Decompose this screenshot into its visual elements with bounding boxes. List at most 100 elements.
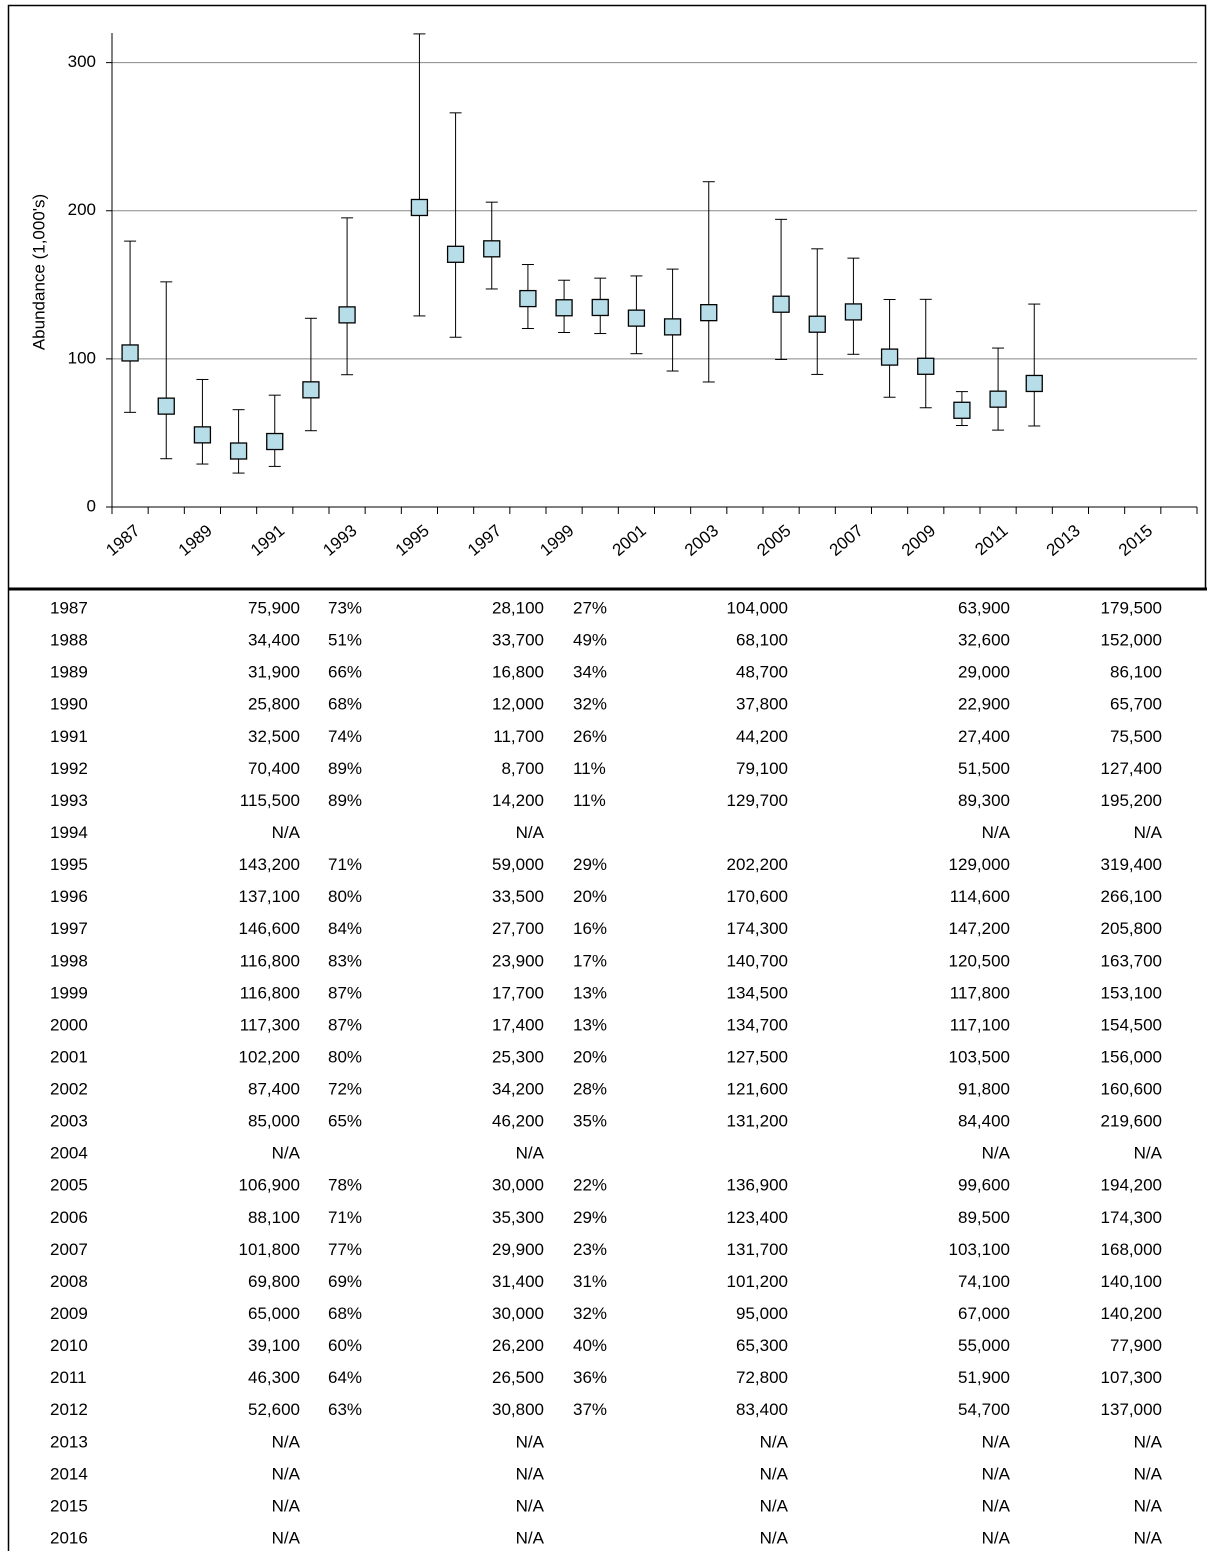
table-cell: 27%	[573, 598, 607, 617]
table-cell: 219,600	[1101, 1112, 1162, 1131]
table-cell: N/A	[516, 1464, 545, 1483]
table-cell: 11,700	[493, 727, 544, 746]
table-cell: 26%	[573, 727, 607, 746]
marker	[591, 298, 609, 317]
table-cell: N/A	[760, 1529, 789, 1548]
table-cell: N/A	[516, 1496, 545, 1515]
table-cell: N/A	[982, 823, 1011, 842]
table-cell: 28%	[573, 1080, 607, 1099]
marker	[338, 306, 356, 324]
table-cell: 30,000	[492, 1304, 544, 1323]
table-cell: 33,700	[492, 631, 544, 650]
table-cell: 103,500	[949, 1047, 1010, 1066]
table-cell: 17,400	[492, 1015, 544, 1034]
table-cell: 87%	[328, 1015, 362, 1034]
table-cell: 13%	[573, 1015, 607, 1034]
table-cell: 14,200	[492, 791, 544, 810]
table-cell: 102,200	[239, 1047, 300, 1066]
table-cell: N/A	[760, 1496, 789, 1515]
table-cell: 2011	[50, 1368, 87, 1387]
table-cell: 1988	[50, 631, 88, 650]
table-cell: 2002	[50, 1080, 88, 1099]
table-cell: 104,000	[727, 598, 788, 617]
table-cell: N/A	[272, 823, 301, 842]
table-cell: 74,100	[958, 1272, 1010, 1291]
table-cell: 86,100	[1110, 663, 1162, 682]
marker	[555, 299, 573, 317]
table-cell: 63%	[328, 1400, 362, 1419]
table-cell: 51,900	[958, 1368, 1010, 1387]
table-cell: 117,800	[950, 983, 1010, 1002]
table-cell: 120,500	[949, 951, 1010, 970]
table-cell: 136,900	[727, 1176, 788, 1195]
table-cell: 106,900	[239, 1176, 300, 1195]
table-cell: 266,100	[1101, 887, 1162, 906]
marker	[844, 303, 863, 321]
table-cell: 51,500	[958, 759, 1010, 778]
table-cell: 29,000	[958, 663, 1010, 682]
table-cell: 2006	[50, 1208, 88, 1227]
marker	[953, 401, 971, 419]
table-cell: 1993	[50, 791, 88, 810]
table-cell: 153,100	[1101, 983, 1162, 1002]
table-cell: 140,700	[727, 951, 788, 970]
table-cell: 1994	[50, 823, 88, 842]
table-cell: 174,300	[727, 919, 788, 938]
x-tick-label: 2001	[609, 521, 650, 560]
table-cell: N/A	[1134, 1496, 1163, 1515]
table-cell: 116,800	[240, 951, 300, 970]
table-cell: 39,100	[248, 1336, 300, 1355]
table-cell: 27,700	[492, 919, 544, 938]
table-cell: N/A	[982, 1144, 1011, 1163]
table-cell: N/A	[272, 1464, 301, 1483]
table-cell: 55,000	[958, 1336, 1010, 1355]
table-cell: 85,000	[248, 1112, 300, 1131]
marker	[627, 309, 646, 327]
table-cell: 65,700	[1110, 695, 1162, 714]
x-tick-label: 1999	[536, 521, 577, 560]
chart-frame	[7, 4, 1207, 590]
marker	[663, 318, 682, 336]
table-cell: 23%	[573, 1240, 607, 1259]
table-cell: 134,700	[727, 1015, 788, 1034]
table-cell: 29,900	[492, 1240, 544, 1259]
table-cell: 17,700	[492, 983, 544, 1002]
table-cell: N/A	[516, 1144, 545, 1163]
table-cell: 35,300	[492, 1208, 544, 1227]
table-cell: 69,800	[248, 1272, 300, 1291]
table-cell: 1989	[50, 663, 88, 682]
table-cell: 44,200	[736, 727, 788, 746]
y-tick-label: 0	[87, 496, 96, 515]
table-cell: N/A	[272, 1144, 301, 1163]
x-tick-label: 1997	[464, 521, 505, 560]
table-cell: 46,200	[492, 1112, 544, 1131]
table-cell: 2007	[50, 1240, 88, 1259]
table-cell: 59,000	[492, 855, 544, 874]
table-cell: 140,200	[1101, 1304, 1162, 1323]
table-cell: 36%	[573, 1368, 607, 1387]
table-cell: 156,000	[1101, 1047, 1162, 1066]
table-cell: 87,400	[248, 1080, 300, 1099]
table-cell: 146,600	[239, 919, 300, 938]
x-tick-label: 1993	[319, 521, 360, 560]
table-cell: 131,700	[727, 1240, 788, 1259]
table-cell: 25,800	[248, 695, 300, 714]
table-cell: N/A	[1134, 1144, 1163, 1163]
table-cell: 319,400	[1101, 855, 1162, 874]
table-cell: 48,700	[736, 663, 788, 682]
marker	[1025, 374, 1043, 393]
table-cell: 121,600	[727, 1080, 788, 1099]
table-cell: 2013	[50, 1432, 88, 1451]
table-cell: 89,300	[958, 791, 1010, 810]
table-cell: 65%	[328, 1112, 362, 1131]
table-cell: 11%	[573, 759, 606, 778]
x-tick-label: 2003	[681, 521, 722, 560]
table-cell: 67,000	[958, 1304, 1010, 1323]
table-cell: 89%	[328, 791, 362, 810]
table-cell: 12,000	[492, 695, 544, 714]
table-cell: 72%	[328, 1080, 362, 1099]
table-cell: 2016	[50, 1529, 88, 1548]
table-cell: 170,600	[727, 887, 788, 906]
table-cell: 22,900	[958, 695, 1010, 714]
table-cell: 2012	[50, 1400, 88, 1419]
